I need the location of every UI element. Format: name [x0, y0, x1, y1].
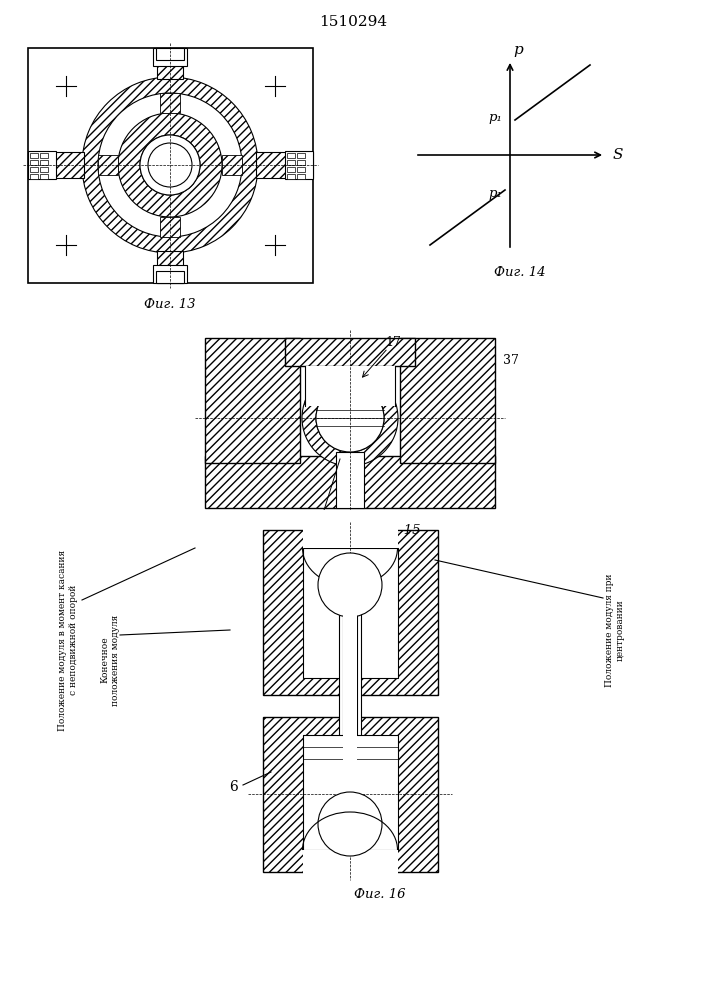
Bar [98, 155, 118, 175]
Text: Конечное
положения модуля: Конечное положения модуля [100, 614, 119, 706]
Circle shape [140, 135, 200, 195]
Bar [28, 151, 56, 179]
Bar [303, 548, 398, 678]
Bar [156, 271, 184, 283]
Bar [160, 217, 180, 237]
Text: p₁: p₁ [488, 186, 502, 200]
Bar [297, 167, 305, 172]
Bar [303, 510, 398, 548]
Bar [263, 717, 438, 872]
Bar [303, 850, 398, 888]
Text: Положение модуля в момент касания
с неподвижной опорой: Положение модуля в момент касания с непо… [58, 549, 78, 731]
Text: p: p [513, 43, 522, 57]
Bar [297, 174, 305, 179]
Bar [153, 48, 187, 66]
Bar [297, 153, 305, 158]
Bar [305, 366, 395, 406]
Bar [287, 153, 295, 158]
Text: S: S [613, 148, 624, 162]
Text: 1510294: 1510294 [319, 15, 387, 29]
Bar [336, 452, 364, 508]
Text: 38: 38 [302, 520, 318, 532]
Bar [30, 160, 38, 165]
Bar [303, 735, 398, 850]
Bar [263, 530, 438, 695]
Bar [30, 174, 38, 179]
Bar [287, 174, 295, 179]
Bar [28, 48, 313, 283]
Bar [156, 48, 184, 60]
Text: 37: 37 [503, 354, 519, 366]
Bar [40, 167, 48, 172]
Bar [157, 48, 183, 79]
Text: Фиг. 16: Фиг. 16 [354, 888, 406, 900]
Bar [205, 456, 495, 508]
Bar [287, 160, 295, 165]
Bar [285, 151, 313, 179]
Bar [30, 167, 38, 172]
Bar [40, 160, 48, 165]
Bar [40, 153, 48, 158]
Circle shape [316, 384, 384, 452]
Bar [28, 152, 84, 178]
Bar [339, 612, 361, 800]
Bar [160, 93, 180, 113]
Text: p₁: p₁ [488, 110, 502, 123]
Text: Положение модуля при
центровании: Положение модуля при центровании [605, 573, 625, 687]
Wedge shape [82, 77, 258, 253]
Circle shape [318, 553, 382, 617]
Wedge shape [118, 113, 222, 217]
Bar [256, 152, 313, 178]
Bar [343, 615, 357, 808]
Text: 6: 6 [228, 780, 238, 794]
Wedge shape [302, 370, 398, 466]
Bar [222, 155, 242, 175]
Bar [40, 174, 48, 179]
Bar [153, 265, 187, 283]
Text: Фиг. 14: Фиг. 14 [494, 265, 546, 278]
Bar [30, 153, 38, 158]
Bar [205, 338, 300, 463]
Bar [400, 338, 495, 463]
Circle shape [318, 792, 382, 856]
Bar [297, 160, 305, 165]
Bar [287, 167, 295, 172]
Bar [157, 251, 183, 283]
Text: Фиг. 15: Фиг. 15 [369, 524, 421, 536]
Text: Фиг. 13: Фиг. 13 [144, 298, 196, 312]
Bar [285, 338, 415, 366]
Circle shape [148, 143, 192, 187]
Text: 17: 17 [385, 336, 401, 350]
